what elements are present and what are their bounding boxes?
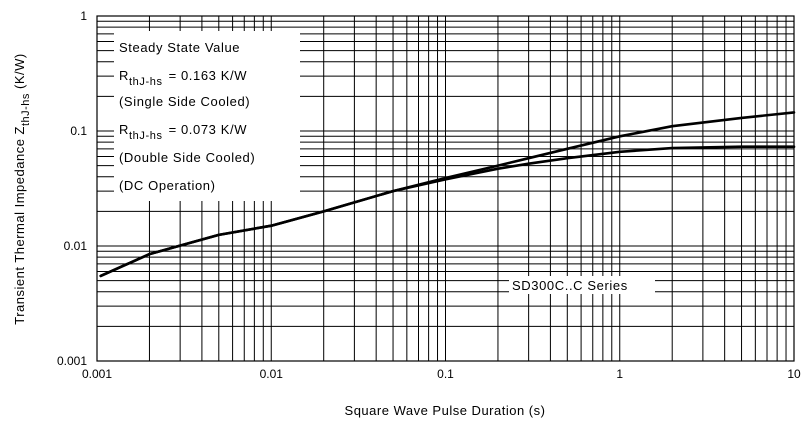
y-axis-label: Transient Thermal Impedance ZthJ-hs (K/W… — [12, 53, 32, 325]
r-subscript: thJ-hs — [129, 76, 163, 88]
x-tick-label: 0.1 — [437, 367, 454, 381]
x-axis-label: Square Wave Pulse Duration (s) — [345, 403, 546, 418]
r-subscript: thJ-hs — [129, 130, 163, 142]
annotation-single-side: (Single Side Cooled) — [119, 94, 250, 109]
series-line-2 — [99, 145, 796, 278]
y-tick-label: 0.01 — [64, 239, 88, 253]
y-axis-label-main: Transient Thermal Impedance Z — [12, 126, 27, 325]
tick-labels: 0.001 0.01 0.1 1 10 0.001 0.01 0.1 1 — [57, 9, 801, 381]
y-axis-label-unit: (K/W) — [12, 53, 27, 93]
r-symbol: R — [119, 122, 129, 137]
x-tick-label: 10 — [787, 367, 801, 381]
y-tick-label: 0.1 — [70, 124, 87, 138]
x-tick-label: 0.001 — [82, 367, 112, 381]
curves — [99, 111, 796, 278]
annotation-r-double: RthJ-hs = 0.073 K/W — [119, 122, 247, 142]
x-tick-label: 0.01 — [260, 367, 284, 381]
r-symbol: R — [119, 68, 129, 83]
y-tick-label: 0.001 — [57, 354, 87, 368]
r-value: = 0.073 K/W — [169, 122, 248, 137]
x-tick-label: 1 — [616, 367, 623, 381]
annotation-dc-operation: (DC Operation) — [119, 178, 216, 193]
plot-frame — [96, 15, 795, 362]
series-label-background — [509, 276, 655, 294]
annotation-double-side: (Double Side Cooled) — [119, 150, 255, 165]
series-label: SD300C..C Series — [512, 278, 628, 293]
annotation-steady-state: Steady State Value — [119, 40, 240, 55]
annotation-background — [114, 31, 300, 201]
annotation-r-single: RthJ-hs = 0.163 K/W — [119, 68, 247, 88]
r-value: = 0.163 K/W — [169, 68, 248, 83]
y-axis-label-subscript: thJ-hs — [20, 93, 32, 126]
y-tick-label: 1 — [80, 9, 87, 23]
